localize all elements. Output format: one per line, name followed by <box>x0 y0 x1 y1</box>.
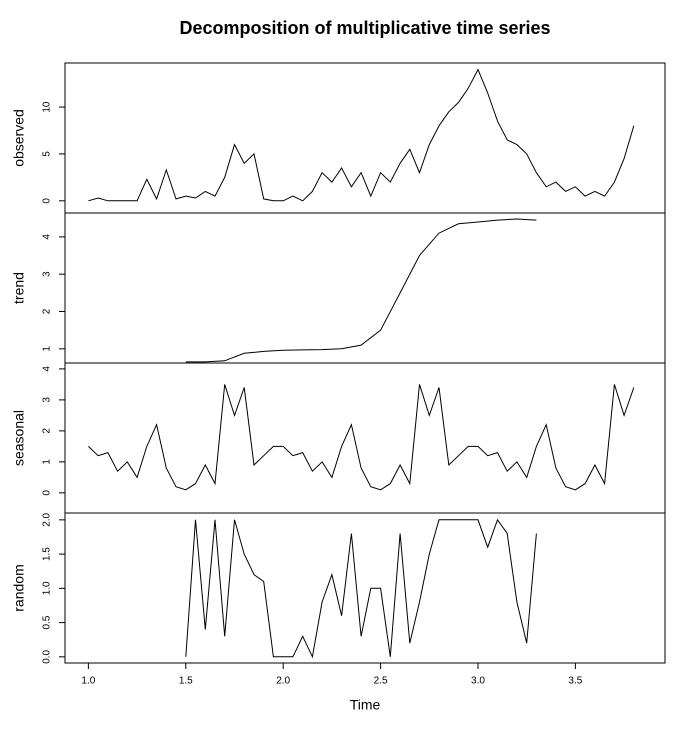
series-line <box>88 68 635 202</box>
y-tick-label: 3 <box>42 271 53 277</box>
y-tick-label: 2 <box>42 428 53 434</box>
chart-title: Decomposition of multiplicative time ser… <box>179 18 550 38</box>
y-tick-label: 0.5 <box>42 615 53 629</box>
y-tick-label: 1.0 <box>42 581 53 595</box>
x-tick-label: 1.5 <box>179 676 193 687</box>
y-tick-label: 2 <box>42 308 53 314</box>
panel-frame <box>64 512 666 664</box>
y-axis-label: seasonal <box>11 410 27 466</box>
x-tick-label: 3.5 <box>568 676 582 687</box>
y-tick-label: 3 <box>42 397 53 403</box>
y-tick-label: 4 <box>42 234 53 240</box>
x-tick-label: 1.0 <box>81 676 95 687</box>
panel-frame <box>64 362 666 514</box>
series-line <box>185 218 537 363</box>
y-tick-label: 1.5 <box>42 547 53 561</box>
y-tick-label: 10 <box>42 101 53 113</box>
y-tick-label: 4 <box>42 366 53 372</box>
y-tick-label: 1 <box>42 459 53 465</box>
series-line <box>88 384 635 491</box>
y-axis-label: observed <box>11 109 27 167</box>
x-axis-label: Time <box>350 697 381 713</box>
y-tick-label: 0 <box>42 198 53 204</box>
x-tick-label: 2.5 <box>374 676 388 687</box>
y-axis-label: random <box>11 564 27 611</box>
y-axis-label: trend <box>11 272 27 304</box>
y-tick-label: 0 <box>42 490 53 496</box>
series-line <box>185 518 537 659</box>
x-tick-label: 2.0 <box>276 676 290 687</box>
y-tick-label: 2.0 <box>42 512 53 526</box>
panel-frame <box>64 212 666 364</box>
panel-frame <box>64 62 666 214</box>
y-tick-label: 5 <box>42 151 53 157</box>
y-tick-label: 0.0 <box>42 649 53 663</box>
y-tick-label: 1 <box>42 346 53 352</box>
x-tick-label: 3.0 <box>471 676 485 687</box>
